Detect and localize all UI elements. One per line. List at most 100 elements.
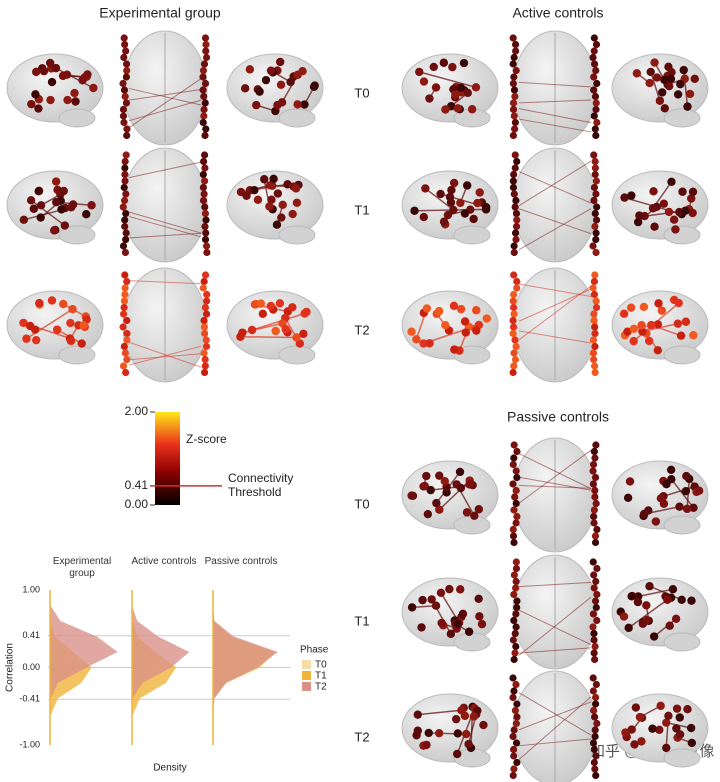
node [625, 477, 635, 486]
node [662, 718, 671, 727]
node [122, 190, 130, 198]
node [673, 319, 683, 328]
node [592, 771, 600, 780]
node [513, 473, 521, 482]
node [461, 328, 471, 337]
node [474, 594, 483, 604]
node [511, 629, 519, 638]
node [590, 277, 598, 286]
node [245, 65, 255, 74]
node [36, 213, 45, 222]
node [19, 318, 28, 328]
node [422, 740, 431, 750]
node [22, 334, 31, 343]
node [623, 493, 633, 503]
density-area [132, 605, 190, 714]
node [624, 623, 633, 633]
node [425, 339, 434, 348]
node [121, 248, 130, 257]
node [638, 327, 647, 336]
node [39, 66, 49, 76]
node [510, 73, 518, 81]
colorbar-tick-label: 0.41 [125, 478, 149, 492]
node [589, 623, 597, 631]
node [123, 277, 131, 286]
node [310, 81, 319, 90]
node [662, 743, 671, 753]
node [590, 316, 598, 325]
node [512, 719, 521, 728]
node [32, 335, 41, 345]
node [121, 349, 129, 357]
node [512, 499, 520, 508]
node [292, 333, 301, 342]
connection [518, 696, 592, 760]
node [589, 467, 597, 475]
connection [670, 478, 695, 509]
connection [518, 118, 592, 133]
node [671, 225, 680, 234]
node [202, 310, 211, 318]
node [121, 157, 129, 166]
node [687, 596, 696, 605]
node [590, 183, 599, 192]
node [672, 704, 682, 713]
node [123, 66, 131, 75]
node [589, 349, 598, 357]
node [121, 222, 129, 231]
cerebellum [58, 108, 96, 128]
legend-swatch [302, 682, 311, 691]
node [590, 196, 598, 205]
node [203, 290, 211, 299]
node [451, 90, 460, 99]
node [662, 480, 671, 489]
node [453, 619, 463, 629]
node [512, 209, 521, 218]
node [200, 60, 209, 68]
node [59, 186, 68, 196]
node [653, 346, 663, 355]
connection [518, 647, 592, 654]
node [202, 342, 211, 351]
node [675, 713, 684, 722]
node [510, 590, 518, 599]
node [591, 732, 599, 741]
node [669, 295, 679, 305]
node [288, 209, 297, 219]
node [277, 98, 287, 107]
node [27, 99, 36, 109]
node [682, 471, 691, 481]
node [639, 302, 649, 312]
node [669, 215, 679, 224]
node [633, 597, 643, 607]
connection [518, 208, 592, 235]
connection [518, 108, 592, 124]
node [511, 493, 519, 501]
node [591, 164, 599, 172]
legend-label: T2 [315, 682, 327, 693]
node [453, 729, 462, 738]
node [474, 505, 484, 514]
node [455, 467, 465, 477]
cerebellum [663, 748, 701, 768]
node [509, 460, 517, 469]
node [592, 99, 600, 107]
connection [628, 599, 668, 629]
node [47, 296, 57, 305]
node [67, 203, 76, 212]
node [51, 177, 61, 186]
node [638, 619, 648, 629]
node [511, 229, 520, 237]
node [202, 53, 211, 62]
node [683, 704, 692, 714]
node [119, 323, 127, 331]
connection [518, 581, 592, 588]
node [512, 584, 520, 592]
node [510, 86, 519, 94]
node [277, 213, 286, 222]
node [120, 303, 128, 312]
node [512, 222, 521, 231]
node [473, 198, 482, 208]
node [459, 58, 469, 68]
node [590, 745, 598, 754]
